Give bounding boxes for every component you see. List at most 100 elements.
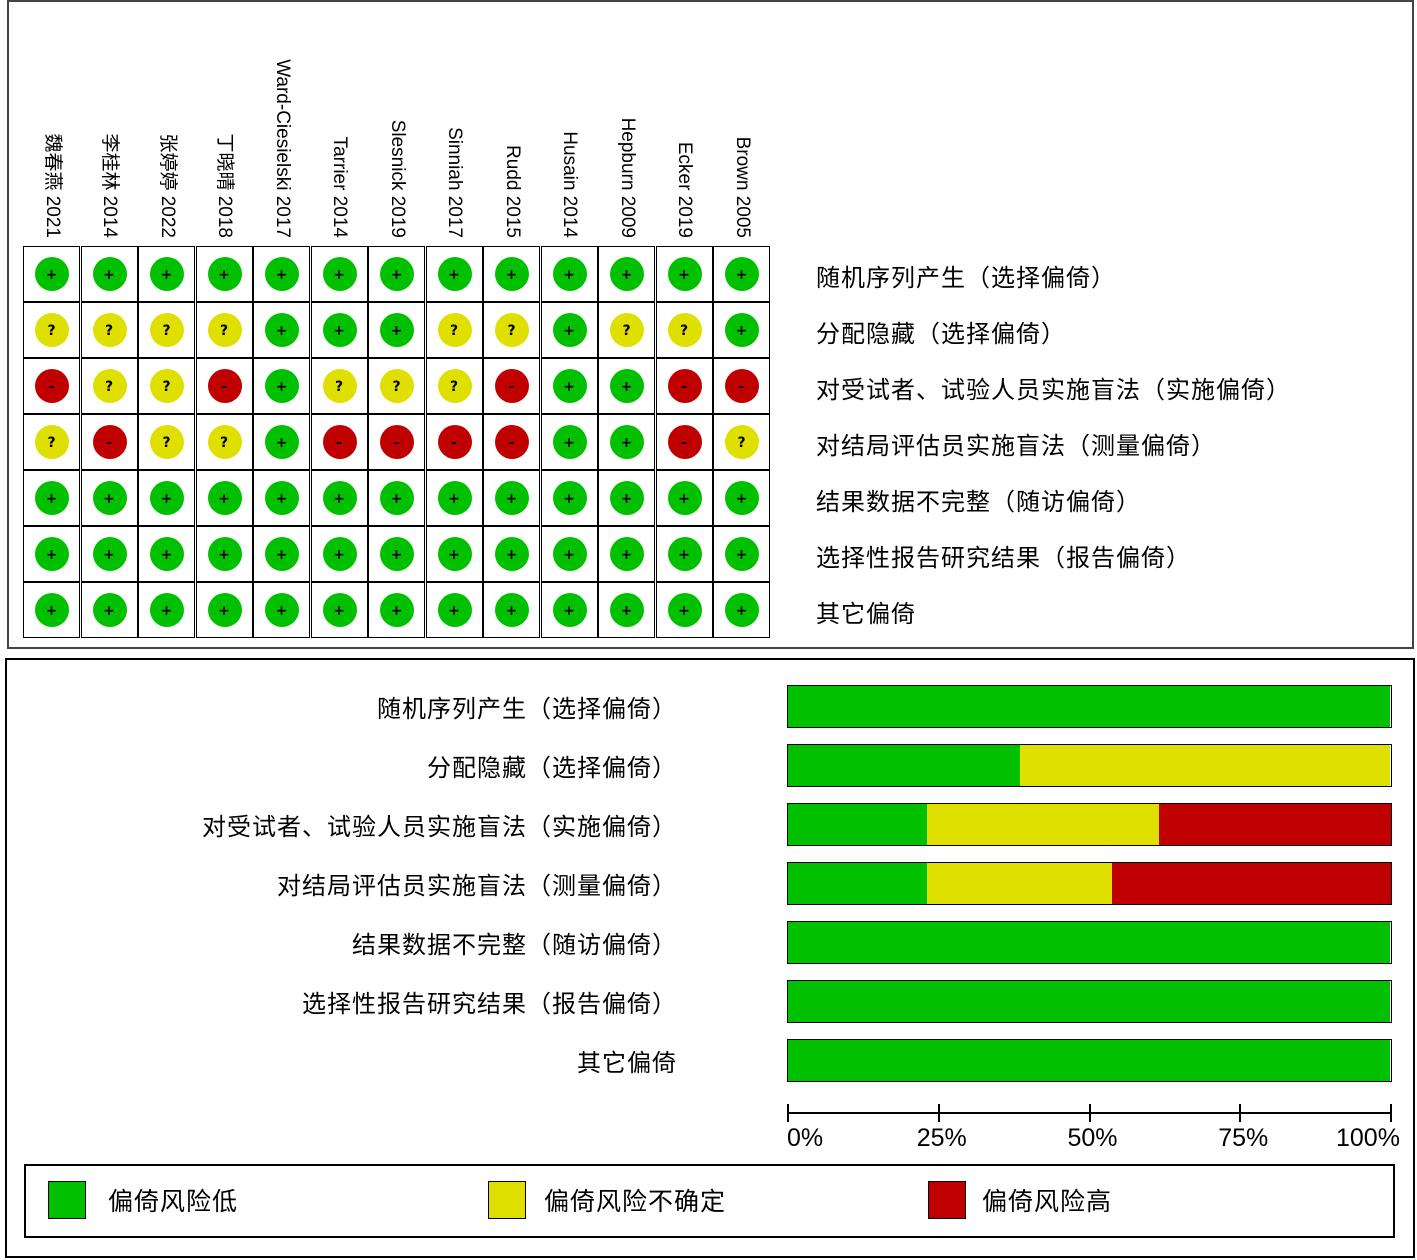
judgement-low-icon	[725, 481, 759, 515]
judgement-cell: +	[598, 246, 655, 302]
study-label: Brown 2005	[731, 136, 753, 238]
judgement-symbol: +	[620, 435, 633, 451]
judgement-symbol: +	[103, 603, 115, 619]
judgement-cell: ?	[655, 302, 713, 358]
judgement-cell: ?	[195, 302, 253, 358]
judgement-cell: +	[540, 246, 598, 302]
bar-segment	[1019, 745, 1390, 786]
judgement-cell: ?	[138, 358, 195, 414]
stacked-bar	[787, 744, 1392, 787]
judgement-low-icon	[495, 257, 529, 291]
judgement-cell: +	[23, 470, 80, 526]
judgement-symbol: -	[508, 435, 515, 451]
judgement-unclear-icon	[667, 313, 702, 347]
judgement-low-icon	[610, 481, 644, 515]
legend-swatch-unclear	[488, 1181, 526, 1219]
judgement-symbol: +	[563, 491, 575, 507]
judgement-symbol: +	[45, 603, 58, 619]
study-label: 李桂林 2014	[99, 133, 121, 238]
judgement-low-icon	[265, 593, 299, 627]
judgement-low-icon	[552, 313, 587, 347]
judgement-symbol: +	[448, 547, 460, 563]
judgement-symbol: +	[275, 323, 288, 339]
stacked-bar	[787, 1039, 1392, 1082]
judgement-cell: +	[195, 526, 253, 582]
x-axis-tick	[1239, 1104, 1242, 1122]
judgement-low-icon	[92, 481, 127, 515]
judgement-symbol: -	[508, 379, 515, 395]
judgement-symbol: +	[160, 547, 173, 563]
x-axis-tick-label: 100%	[1336, 1124, 1400, 1152]
bar-segment	[788, 745, 1020, 786]
judgement-low-icon	[725, 593, 759, 627]
judgement-cell: ?	[713, 414, 770, 470]
judgement-symbol: ?	[104, 323, 114, 339]
judgement-cell: +	[483, 470, 540, 526]
judgement-cell: +	[713, 302, 770, 358]
study-label: 丁晓晴 2018	[214, 133, 236, 238]
judgement-symbol: ?	[162, 379, 171, 395]
judgement-cell: +	[368, 246, 425, 302]
judgement-cell: +	[253, 526, 310, 582]
judgement-symbol: +	[563, 267, 575, 283]
judgement-cell: +	[483, 246, 540, 302]
judgement-cell: +	[253, 470, 310, 526]
stacked-bar	[787, 980, 1392, 1023]
bar-segment	[788, 863, 928, 904]
legend-label-low: 偏倚风险低	[108, 1187, 239, 1216]
study-label: Husain 2014	[559, 131, 581, 238]
judgement-low-icon	[322, 593, 357, 627]
judgement-cell: +	[80, 526, 138, 582]
judgement-low-icon	[150, 257, 184, 291]
judgement-cell: +	[483, 582, 540, 638]
judgement-symbol: +	[333, 603, 345, 619]
judgement-cell: -	[655, 414, 713, 470]
judgement-symbol: +	[678, 603, 690, 619]
judgement-low-icon	[725, 257, 759, 291]
judgement-symbol: +	[678, 267, 690, 283]
judgement-low-icon	[92, 537, 127, 571]
judgement-symbol: +	[448, 491, 460, 507]
judgement-symbol: +	[275, 547, 288, 563]
judgement-low-icon	[610, 425, 644, 459]
judgement-symbol: +	[103, 547, 115, 563]
judgement-cell: +	[80, 582, 138, 638]
judgement-low-icon	[265, 425, 299, 459]
bar-segment	[788, 686, 1390, 727]
judgement-symbol: ?	[104, 379, 114, 395]
judgement-unclear-icon	[150, 313, 184, 347]
judgement-symbol: +	[45, 547, 58, 563]
judgement-cell: +	[310, 246, 368, 302]
judgement-symbol: -	[451, 435, 457, 451]
domain-label: 结果数据不完整（随访偏倚）	[816, 488, 1141, 516]
judgement-symbol: ?	[47, 323, 56, 339]
domain-label: 其它偏倚	[816, 600, 916, 628]
judgement-symbol: +	[160, 603, 173, 619]
legend-label-unclear: 偏倚风险不确定	[544, 1187, 727, 1216]
judgement-symbol: +	[735, 491, 748, 507]
judgement-cell: +	[540, 582, 598, 638]
judgement-symbol: ?	[737, 435, 746, 451]
judgement-cell: ?	[425, 358, 483, 414]
judgement-low-icon	[610, 537, 644, 571]
judgement-cell: +	[138, 470, 195, 526]
judgement-low-icon	[552, 593, 587, 627]
bar-segment	[927, 804, 1159, 845]
judgement-symbol: ?	[162, 435, 171, 451]
judgement-high-icon	[207, 369, 242, 403]
judgement-symbol: +	[735, 547, 748, 563]
judgement-cell: -	[195, 358, 253, 414]
judgement-cell: +	[598, 470, 655, 526]
judgement-symbol: +	[563, 547, 575, 563]
judgement-cell: +	[23, 526, 80, 582]
domain-label: 选择性报告研究结果（报告偏倚）	[816, 544, 1191, 572]
bar-category-label: 选择性报告研究结果（报告偏倚）	[302, 990, 677, 1018]
x-axis-tick	[1088, 1104, 1091, 1122]
judgement-cell: +	[425, 526, 483, 582]
judgement-low-icon	[150, 593, 184, 627]
judgement-low-icon	[322, 537, 357, 571]
judgement-cell: +	[425, 582, 483, 638]
judgement-low-icon	[35, 481, 69, 515]
judgement-symbol: -	[393, 435, 400, 451]
judgement-cell: +	[598, 414, 655, 470]
